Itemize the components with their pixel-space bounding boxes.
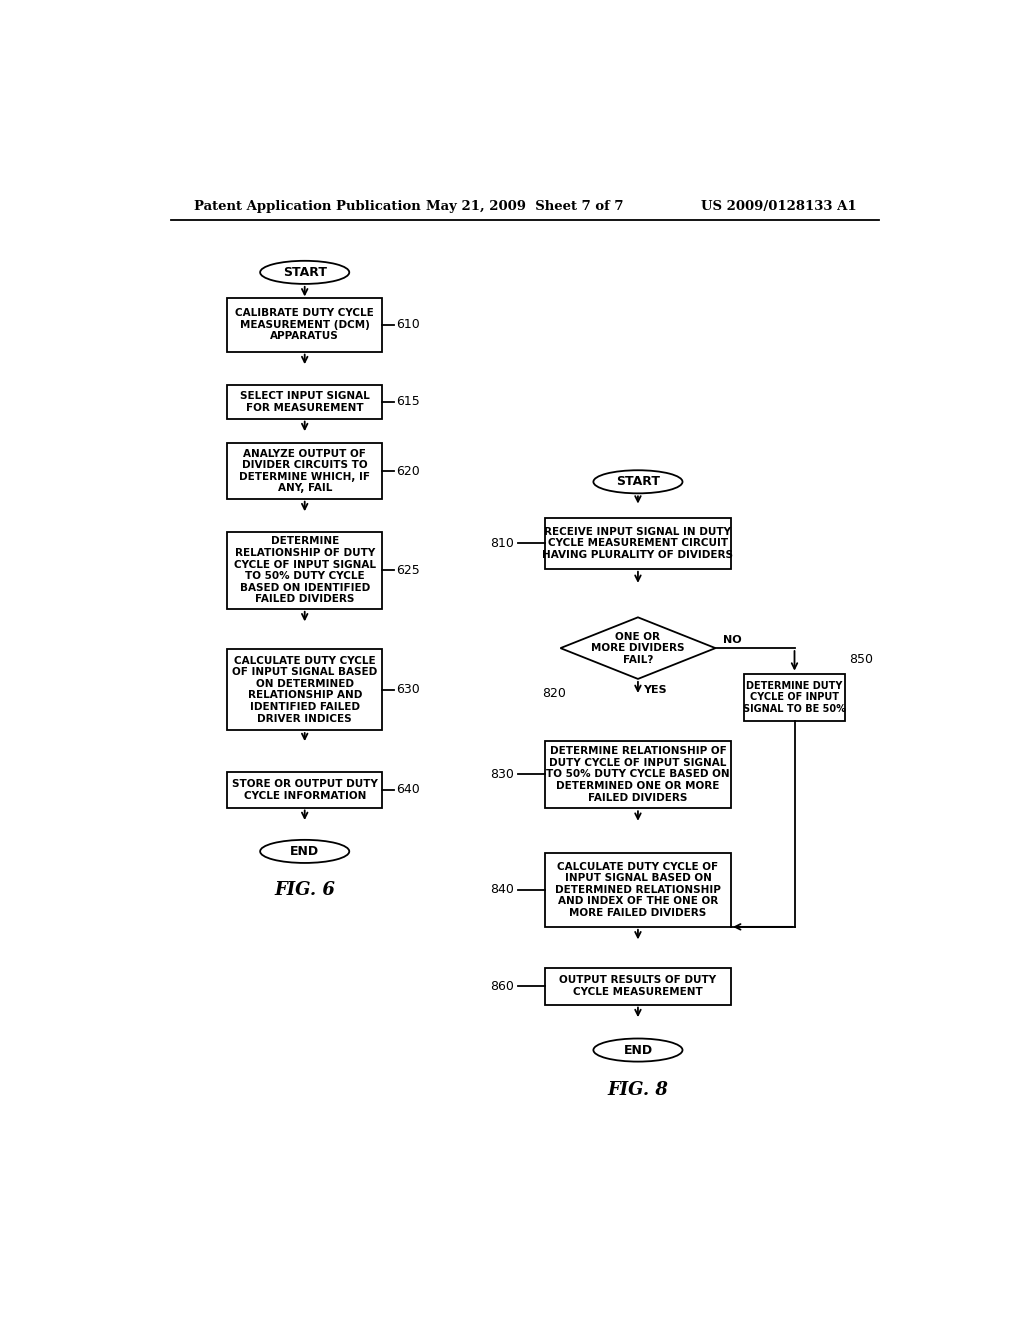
Text: 810: 810	[490, 537, 514, 550]
Text: FIG. 8: FIG. 8	[607, 1081, 669, 1100]
Text: STORE OR OUTPUT DUTY
CYCLE INFORMATION: STORE OR OUTPUT DUTY CYCLE INFORMATION	[231, 779, 378, 801]
Text: 840: 840	[490, 883, 514, 896]
Text: 625: 625	[396, 564, 420, 577]
Text: 860: 860	[490, 979, 514, 993]
Text: NO: NO	[723, 635, 741, 645]
FancyBboxPatch shape	[545, 741, 731, 808]
Text: 615: 615	[396, 395, 420, 408]
Text: 610: 610	[396, 318, 420, 331]
Text: 620: 620	[396, 465, 420, 478]
FancyBboxPatch shape	[227, 298, 382, 351]
FancyBboxPatch shape	[227, 649, 382, 730]
Text: YES: YES	[643, 685, 667, 696]
Text: END: END	[290, 845, 319, 858]
FancyBboxPatch shape	[227, 385, 382, 418]
Text: END: END	[624, 1044, 652, 1056]
Text: 630: 630	[396, 684, 420, 696]
Ellipse shape	[260, 840, 349, 863]
Text: CALCULATE DUTY CYCLE
OF INPUT SIGNAL BASED
ON DETERMINED
RELATIONSHIP AND
IDENTI: CALCULATE DUTY CYCLE OF INPUT SIGNAL BAS…	[232, 656, 377, 723]
Text: Patent Application Publication: Patent Application Publication	[194, 199, 421, 213]
Text: DETERMINE DUTY
CYCLE OF INPUT
SIGNAL TO BE 50%: DETERMINE DUTY CYCLE OF INPUT SIGNAL TO …	[743, 681, 846, 714]
FancyBboxPatch shape	[545, 517, 731, 569]
Text: START: START	[283, 265, 327, 279]
Text: ONE OR
MORE DIVIDERS
FAIL?: ONE OR MORE DIVIDERS FAIL?	[591, 631, 685, 665]
Ellipse shape	[593, 470, 683, 494]
FancyBboxPatch shape	[227, 444, 382, 499]
Text: ANALYZE OUTPUT OF
DIVIDER CIRCUITS TO
DETERMINE WHICH, IF
ANY, FAIL: ANALYZE OUTPUT OF DIVIDER CIRCUITS TO DE…	[240, 449, 371, 494]
Text: OUTPUT RESULTS OF DUTY
CYCLE MEASUREMENT: OUTPUT RESULTS OF DUTY CYCLE MEASUREMENT	[559, 975, 717, 997]
Text: CALIBRATE DUTY CYCLE
MEASUREMENT (DCM)
APPARATUS: CALIBRATE DUTY CYCLE MEASUREMENT (DCM) A…	[236, 308, 374, 342]
FancyBboxPatch shape	[744, 673, 845, 721]
FancyBboxPatch shape	[227, 772, 382, 808]
Text: DETERMINE
RELATIONSHIP OF DUTY
CYCLE OF INPUT SIGNAL
TO 50% DUTY CYCLE
BASED ON : DETERMINE RELATIONSHIP OF DUTY CYCLE OF …	[233, 536, 376, 605]
Text: 850: 850	[849, 653, 872, 665]
Text: CALCULATE DUTY CYCLE OF
INPUT SIGNAL BASED ON
DETERMINED RELATIONSHIP
AND INDEX : CALCULATE DUTY CYCLE OF INPUT SIGNAL BAS…	[555, 862, 721, 919]
Polygon shape	[560, 618, 716, 678]
Text: 820: 820	[543, 686, 566, 700]
Text: 830: 830	[490, 768, 514, 781]
Text: US 2009/0128133 A1: US 2009/0128133 A1	[700, 199, 856, 213]
Ellipse shape	[593, 1039, 683, 1061]
FancyBboxPatch shape	[545, 968, 731, 1005]
Text: FIG. 6: FIG. 6	[274, 880, 335, 899]
Text: 640: 640	[396, 783, 420, 796]
FancyBboxPatch shape	[227, 532, 382, 609]
Text: DETERMINE RELATIONSHIP OF
DUTY CYCLE OF INPUT SIGNAL
TO 50% DUTY CYCLE BASED ON
: DETERMINE RELATIONSHIP OF DUTY CYCLE OF …	[546, 746, 730, 803]
Ellipse shape	[260, 261, 349, 284]
FancyBboxPatch shape	[545, 853, 731, 927]
Text: RECEIVE INPUT SIGNAL IN DUTY
CYCLE MEASUREMENT CIRCUIT
HAVING PLURALITY OF DIVID: RECEIVE INPUT SIGNAL IN DUTY CYCLE MEASU…	[543, 527, 733, 560]
Text: START: START	[616, 475, 659, 488]
Text: SELECT INPUT SIGNAL
FOR MEASUREMENT: SELECT INPUT SIGNAL FOR MEASUREMENT	[240, 391, 370, 413]
Text: May 21, 2009  Sheet 7 of 7: May 21, 2009 Sheet 7 of 7	[426, 199, 624, 213]
